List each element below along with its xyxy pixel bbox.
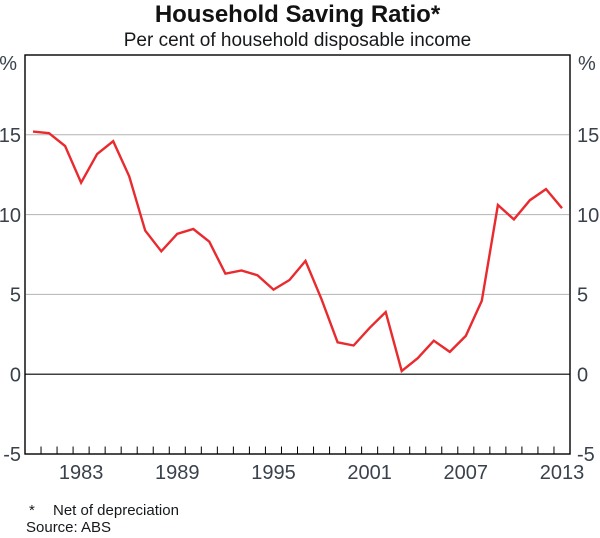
y-axis-label-right-10: 10 (577, 205, 599, 227)
chart-title: Household Saving Ratio* (154, 1, 441, 28)
y-axis-label-right--5: -5 (577, 444, 595, 466)
plot-frame (24, 54, 571, 455)
saving-ratio-line (32, 130, 563, 374)
y-axis-label-right-0: 0 (577, 364, 588, 386)
source-text: Source: ABS (26, 519, 112, 536)
y-axis-label-left-10: 10 (0, 205, 21, 227)
x-axis-label-2001: 2001 (347, 462, 392, 484)
y-axis-label-left--5: -5 (3, 444, 21, 466)
y-axis-label-right-15: 15 (577, 125, 599, 147)
footnote-text: Net of depreciation (53, 502, 179, 519)
y-axis-label-left-5: 5 (10, 285, 21, 307)
percent-symbol-right: % (578, 53, 596, 75)
footnote-marker: * (29, 502, 35, 519)
y-axis-label-left-0: 0 (10, 364, 21, 386)
x-axis-label-1995: 1995 (251, 462, 296, 484)
footnote-block: * Net of depreciation Source: ABS (26, 502, 179, 536)
y-axis-label-left-15: 15 (0, 125, 21, 147)
percent-symbol-left: % (0, 53, 17, 75)
chart-subtitle: Per cent of household disposable income (123, 30, 472, 51)
x-axis-label-2013: 2013 (540, 462, 585, 484)
x-axis-label-1989: 1989 (155, 462, 200, 484)
x-axis-label-1983: 1983 (59, 462, 104, 484)
y-axis-label-right-5: 5 (577, 285, 588, 307)
x-axis-label-2007: 2007 (444, 462, 489, 484)
